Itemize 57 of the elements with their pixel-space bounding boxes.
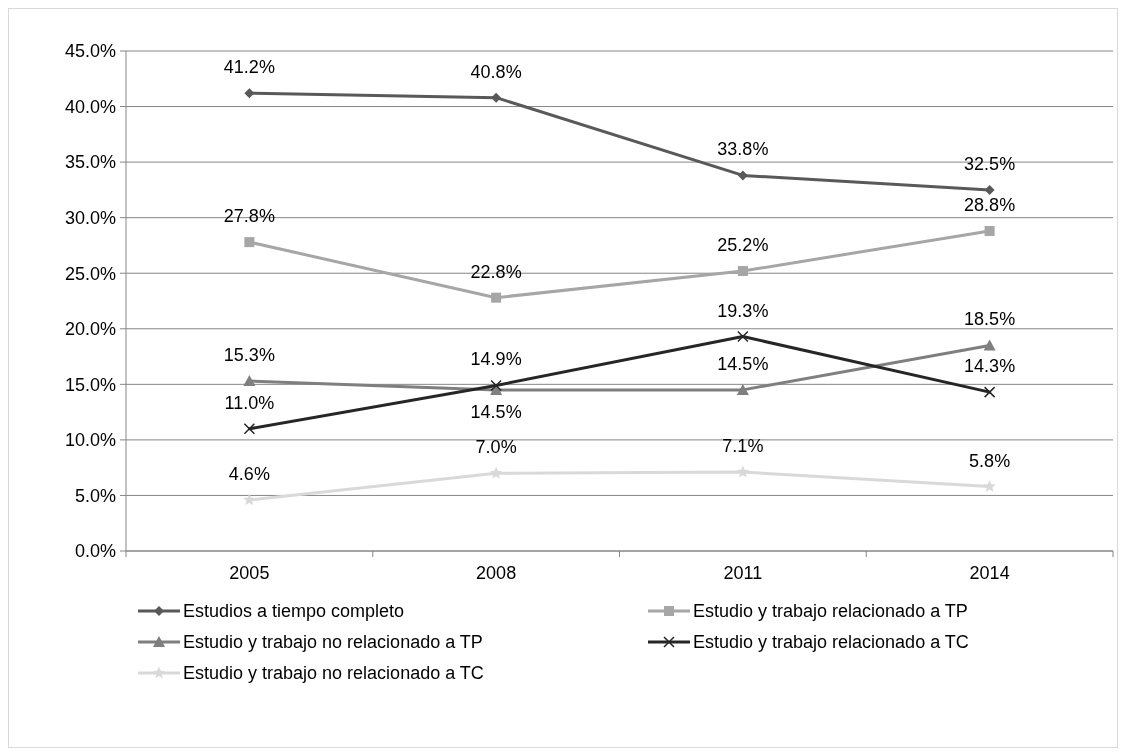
- x-tick-label: 2011: [723, 563, 763, 583]
- legend-label: Estudio y trabajo relacionado a TP: [693, 601, 968, 622]
- point: [984, 184, 995, 195]
- y-tick-label: 0.0%: [74, 541, 116, 562]
- x-tick-label: 2005: [229, 563, 270, 583]
- legend-label: Estudios a tiempo completo: [183, 601, 405, 622]
- text: 14.3%: [964, 356, 1016, 377]
- point: [737, 330, 749, 343]
- point: [736, 383, 749, 395]
- y-tick-label: 45.0%: [64, 41, 116, 62]
- y-tick-label: 25.0%: [64, 263, 116, 284]
- text: 28.8%: [964, 195, 1016, 215]
- y-tick-label: 10.0%: [64, 430, 116, 451]
- y-tick-label: 40.0%: [64, 96, 116, 117]
- text: 4.6%: [228, 463, 270, 484]
- point: [736, 465, 750, 478]
- text: 15.3%: [223, 345, 275, 365]
- text: 41.2%: [223, 57, 275, 78]
- y-tick-label: 35.0%: [64, 152, 116, 173]
- point: [983, 480, 996, 492]
- text: 7.1%: [722, 436, 764, 457]
- text: 11.0%: [224, 392, 275, 413]
- text: 14.9%: [470, 349, 522, 370]
- text: 27.8%: [223, 206, 275, 227]
- point: [983, 339, 996, 351]
- text: 19.3%: [717, 300, 769, 321]
- legend-label: Estudio y trabajo relacionado a TC: [693, 632, 969, 653]
- y-tick-label: 30.0%: [64, 207, 116, 228]
- text: 25.2%: [717, 235, 769, 255]
- y-tick-label: 5.0%: [74, 485, 116, 506]
- point: [491, 292, 502, 303]
- text: 32.5%: [964, 153, 1016, 174]
- point: [489, 466, 503, 479]
- x-tick-label: 2014: [969, 563, 1010, 583]
- text: 22.8%: [470, 261, 522, 282]
- point: [491, 92, 502, 103]
- legend-label: Estudio y trabajo no relacionado a TC: [183, 663, 484, 684]
- text: 14.5%: [717, 353, 769, 374]
- legend-label: Estudio y trabajo no relacionado a TP: [183, 632, 483, 653]
- point: [243, 375, 256, 386]
- text: 40.8%: [470, 61, 522, 82]
- y-tick-label: 15.0%: [64, 374, 116, 395]
- point: [737, 170, 748, 181]
- text: 18.5%: [964, 309, 1016, 330]
- point: [244, 237, 255, 248]
- x-tick-label: 2008: [476, 563, 517, 583]
- y-tick-label: 20.0%: [64, 319, 116, 340]
- point: [737, 266, 748, 276]
- text: 14.5%: [470, 401, 522, 422]
- text: 33.8%: [717, 139, 769, 160]
- point: [984, 226, 995, 236]
- point: [243, 423, 256, 435]
- point: [983, 386, 996, 398]
- point: [490, 379, 502, 392]
- text: 7.0%: [475, 437, 517, 458]
- point: [244, 88, 255, 99]
- text: 5.8%: [969, 450, 1011, 471]
